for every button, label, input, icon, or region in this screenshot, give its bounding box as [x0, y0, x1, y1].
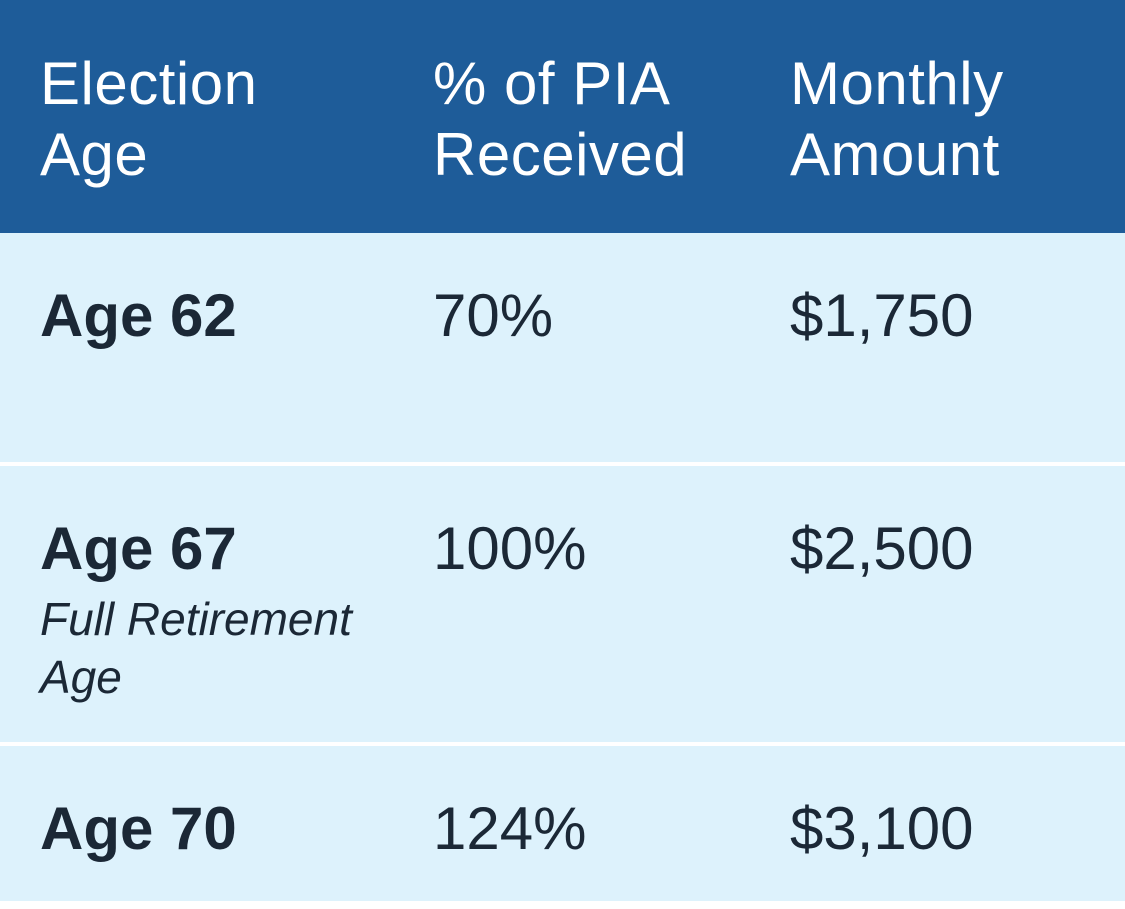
pia-value: 100% — [433, 515, 587, 582]
age-cell: Age 70 — [0, 746, 393, 901]
header-pia-received-line2: Received — [433, 121, 688, 188]
header-monthly-amount-line2: Amount — [790, 121, 1000, 188]
amount-value: $2,500 — [790, 515, 974, 582]
amount-cell: $3,100 — [750, 746, 1125, 901]
amount-value: $1,750 — [790, 282, 974, 349]
amount-cell: $1,750 — [750, 233, 1125, 462]
table-row-age-70: Age 70 124% $3,100 — [0, 742, 1125, 901]
header-pia-received-line1: % of PIA — [433, 50, 671, 117]
table-row-age-62: Age 62 70% $1,750 — [0, 233, 1125, 462]
header-election-age: Election Age — [0, 0, 393, 233]
table-row-age-67: Age 67 Full Retirement Age 100% $2,500 — [0, 462, 1125, 742]
header-monthly-amount: Monthly Amount — [750, 0, 1125, 233]
header-pia-received: % of PIA Received — [393, 0, 750, 233]
table-header-row: Election Age % of PIA Received Monthly A… — [0, 0, 1125, 233]
age-cell: Age 67 Full Retirement Age — [0, 466, 393, 742]
age-cell: Age 62 — [0, 233, 393, 462]
header-monthly-amount-line1: Monthly — [790, 50, 1004, 117]
age-label: Age 70 — [40, 795, 237, 862]
header-election-age-line2: Age — [40, 121, 149, 188]
header-election-age-line1: Election — [40, 50, 258, 117]
pia-value: 70% — [433, 282, 554, 349]
amount-value: $3,100 — [790, 795, 974, 862]
age-label: Age 67 — [40, 515, 237, 582]
amount-cell: $2,500 — [750, 466, 1125, 742]
pia-value: 124% — [433, 795, 587, 862]
pia-cell: 100% — [393, 466, 750, 742]
full-retirement-age-note: Full Retirement Age — [40, 593, 352, 703]
pia-cell: 70% — [393, 233, 750, 462]
pia-cell: 124% — [393, 746, 750, 901]
age-label: Age 62 — [40, 282, 237, 349]
